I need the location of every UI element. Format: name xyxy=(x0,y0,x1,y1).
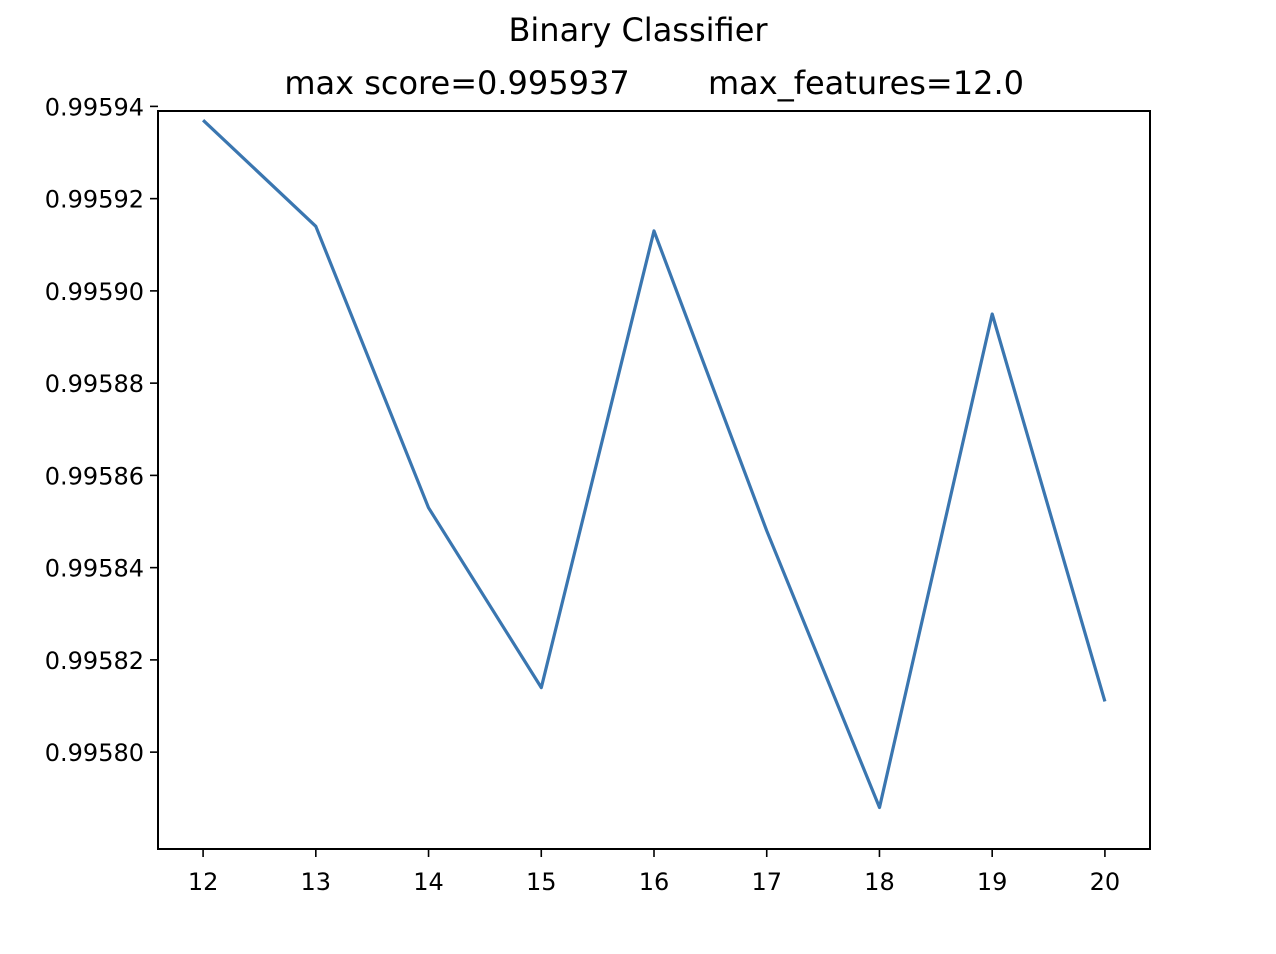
plot-frame xyxy=(157,110,1151,850)
chart-subtitle-max-features: max_features=12.0 xyxy=(708,64,1024,102)
y-tick-label: 0.99590 xyxy=(45,278,144,306)
x-tick-label: 13 xyxy=(301,868,332,896)
x-tick-label: 20 xyxy=(1090,868,1121,896)
x-tick-label: 12 xyxy=(188,868,219,896)
series-line xyxy=(202,119,1107,810)
x-tick-label: 19 xyxy=(977,868,1008,896)
y-tick-label: 0.99586 xyxy=(45,462,144,490)
y-tick-label: 0.99584 xyxy=(45,555,144,583)
x-tick-label: 14 xyxy=(413,868,444,896)
x-tick-label: 18 xyxy=(864,868,895,896)
y-tick-label: 0.99582 xyxy=(45,647,144,675)
chart-subtitle-max-score: max score=0.995937 xyxy=(284,64,629,102)
y-tick-label: 0.99580 xyxy=(45,739,144,767)
y-tick-label: 0.99594 xyxy=(45,93,144,121)
y-tick-label: 0.99588 xyxy=(45,370,144,398)
x-tick-label: 16 xyxy=(639,868,670,896)
x-tick-label: 15 xyxy=(526,868,557,896)
chart-title: Binary Classifier xyxy=(508,11,768,49)
y-tick-label: 0.99592 xyxy=(45,186,144,214)
x-tick-label: 17 xyxy=(751,868,782,896)
